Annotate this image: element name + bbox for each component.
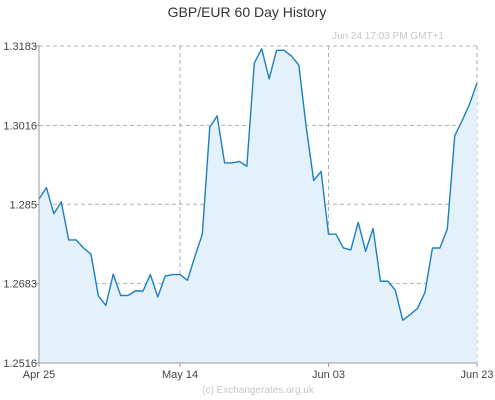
area-fill (39, 48, 477, 363)
data-point (401, 319, 404, 322)
data-point (357, 221, 360, 224)
data-point (423, 291, 426, 294)
data-point (334, 233, 337, 236)
data-point (208, 126, 211, 129)
data-point (89, 253, 92, 256)
data-point (305, 126, 308, 129)
data-point (171, 273, 174, 276)
data-point (468, 102, 471, 105)
data-point (141, 290, 144, 293)
x-tick-label: Jun 23 (460, 369, 493, 381)
data-point (282, 49, 285, 52)
data-point (149, 273, 152, 276)
data-point (52, 212, 55, 215)
data-point (349, 248, 352, 251)
data-point (126, 294, 129, 297)
data-point (260, 47, 263, 50)
data-point (164, 274, 167, 277)
x-axis-ticks: Apr 25 May 14 Jun 03 Jun 23 (23, 363, 494, 381)
y-tick-label: 1.285 (9, 199, 37, 211)
data-point (327, 233, 330, 236)
data-point (104, 304, 107, 307)
data-point (364, 250, 367, 253)
data-point (186, 279, 189, 282)
data-point (394, 289, 397, 292)
data-point (178, 273, 181, 276)
data-point (253, 62, 256, 65)
credit-label: (c) Exchangerates.org.uk (202, 385, 315, 396)
data-point (75, 238, 78, 241)
data-point (134, 289, 137, 292)
chart-title: GBP/EUR 60 Day History (168, 4, 327, 20)
data-point (268, 77, 271, 80)
y-tick-label: 1.2516 (3, 358, 37, 370)
data-point (97, 294, 100, 297)
data-point (45, 186, 48, 189)
x-tick-label: May 14 (162, 369, 198, 381)
data-point (238, 160, 241, 163)
y-axis-ticks: 1.2516 1.2683 1.285 1.3016 1.3183 (3, 41, 39, 370)
data-point (342, 246, 345, 249)
y-tick-label: 1.3016 (3, 120, 37, 132)
data-point (245, 165, 248, 168)
x-tick-label: Jun 03 (312, 369, 345, 381)
x-tick-label: Apr 25 (23, 369, 55, 381)
data-point (119, 294, 122, 297)
data-point (371, 227, 374, 230)
y-tick-label: 1.3183 (3, 41, 37, 53)
series-line (38, 48, 478, 321)
data-point (386, 280, 389, 283)
data-point (446, 227, 449, 230)
data-point (112, 273, 115, 276)
data-point (416, 307, 419, 310)
data-point (216, 114, 219, 117)
data-point (438, 246, 441, 249)
data-point (461, 119, 464, 122)
data-point (275, 49, 278, 52)
timestamp-label: Jun 24 17:03 PM GMT+1 (332, 31, 444, 42)
data-point (453, 134, 456, 137)
data-point (223, 161, 226, 164)
data-point (60, 200, 63, 203)
data-point (431, 246, 434, 249)
data-point (312, 179, 315, 182)
data-point (320, 170, 323, 173)
data-point (67, 238, 70, 241)
data-point (297, 63, 300, 66)
data-point (201, 233, 204, 236)
data-point (475, 81, 478, 84)
data-point (409, 313, 412, 316)
data-point (156, 295, 159, 298)
data-point (290, 54, 293, 57)
data-point (193, 255, 196, 258)
data-point (379, 280, 382, 283)
data-point (230, 161, 233, 164)
y-tick-label: 1.2683 (3, 279, 37, 291)
data-point (82, 246, 85, 249)
